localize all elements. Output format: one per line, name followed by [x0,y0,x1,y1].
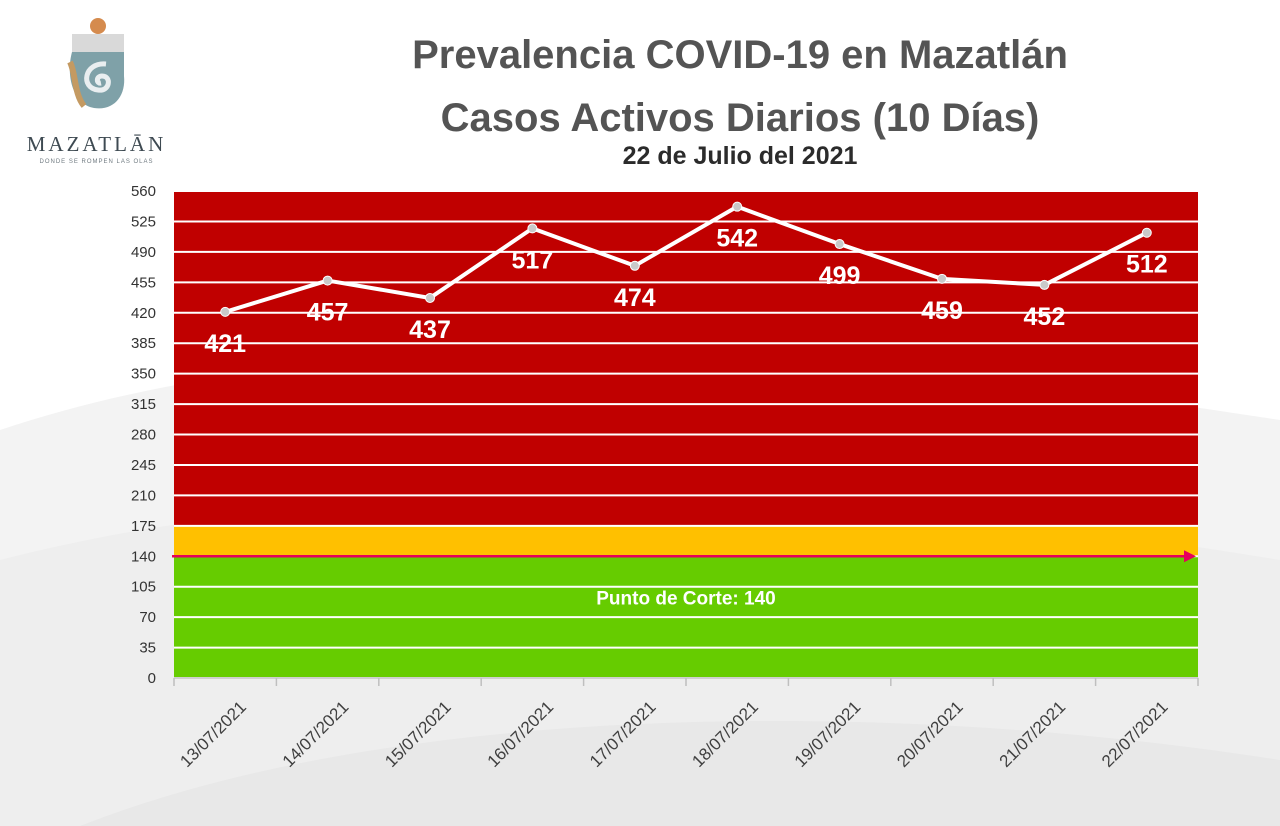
data-point [527,223,538,234]
data-point [834,239,845,250]
y-tick-label: 420 [131,305,156,322]
y-tick-label: 175 [131,518,156,535]
data-point [937,273,947,284]
x-tick-label: 17/07/2021 [586,697,660,771]
cutoff-marker: Punto de Corte: 140 [172,550,1196,610]
x-axis: 13/07/2021 14/07/2021 15/07/2021 16/07/2021… [173,677,1199,771]
data-label: 499 [819,262,861,290]
x-tick-label: 22/07/2021 [1098,697,1172,771]
data-label: 474 [614,284,656,312]
data-label: 457 [307,299,349,327]
data-label: 459 [921,297,963,325]
y-tick-label: 525 [131,213,156,230]
data-label: 512 [1126,251,1168,279]
y-tick-label: 490 [131,244,156,261]
logo-wordmark: MAZATLĀN [26,132,167,156]
y-tick-label: 245 [131,457,156,474]
report-date: 22 de Julio del 2021 [622,142,858,170]
data-label: 437 [409,316,451,344]
cutoff-label: Punto de Corte: 140 [596,589,775,610]
page-title: Prevalencia COVID-19 en Mazatlán [412,33,1068,77]
data-point [322,275,333,286]
data-label: 542 [716,225,758,253]
y-tick-label: 70 [139,609,156,626]
data-point [629,260,640,271]
wave-emblem-icon [67,18,125,109]
x-tick-label: 19/07/2021 [791,697,865,771]
data-point [220,306,231,317]
y-tick-label: 35 [139,640,156,657]
series-line [224,204,1148,314]
y-tick-label: 0 [148,670,156,687]
x-tick-label: 15/07/2021 [381,697,455,771]
band-yellow [174,525,1198,557]
y-tick-label: 560 [131,183,156,200]
x-tick-label: 13/07/2021 [176,697,250,771]
y-tick-label: 140 [131,548,156,565]
data-label: 421 [204,330,246,358]
y-tick-label: 350 [131,366,156,383]
data-point [1039,279,1050,290]
x-tick-label: 14/07/2021 [279,697,353,771]
logo-tagline: DONDE SE ROMPEN LAS OLAS [39,159,154,165]
data-point [732,201,743,212]
y-tick-label: 280 [131,427,156,444]
x-tick-label: 16/07/2021 [484,697,558,771]
cutoff-arrow-icon [1184,550,1196,563]
band-red [174,191,1198,526]
y-tick-label: 455 [131,274,156,291]
series-casos-activos: 421 457 437 517 474 542 499 459 452 512 [204,201,1168,358]
x-tick-label: 21/07/2021 [996,697,1070,771]
page-subtitle: Casos Activos Diarios (10 Días) [440,96,1040,140]
y-tick-label: 105 [131,579,156,596]
data-label: 452 [1024,303,1066,331]
mazatlan-logo: MAZATLĀN DONDE SE ROMPEN LAS OLAS [14,14,179,174]
y-tick-label: 315 [131,396,156,413]
y-tick-label: 385 [131,335,156,352]
data-label: 517 [512,246,554,274]
y-axis: 0 35 70 105 140 175 210 245 280 315 350 385 420 455 49… [131,183,156,687]
x-tick-label: 20/07/2021 [893,697,967,771]
y-tick-label: 210 [131,487,156,504]
data-point [1141,227,1152,238]
data-point [425,292,435,303]
x-tick-label: 18/07/2021 [688,697,762,771]
